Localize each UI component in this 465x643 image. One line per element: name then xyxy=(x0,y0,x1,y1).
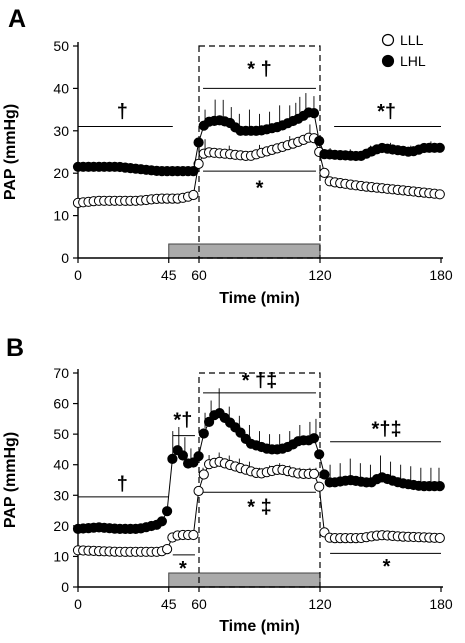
series-lll xyxy=(72,124,445,208)
y-tick-label: 30 xyxy=(53,123,69,139)
series-lhl xyxy=(72,388,445,535)
y-tick-label: 20 xyxy=(53,518,69,534)
y-axis-label: PAP (mmHg) xyxy=(2,432,19,528)
data-point xyxy=(193,485,204,497)
treatment-bar xyxy=(168,243,321,259)
annotation-symbol: * †‡ xyxy=(242,370,278,392)
y-tick-label: 0 xyxy=(61,250,69,266)
data-point xyxy=(314,135,325,147)
annotation-symbol: * † xyxy=(247,59,271,81)
annotation-symbol: * xyxy=(383,556,391,578)
panel-letter: B xyxy=(6,334,24,362)
data-point xyxy=(434,532,445,544)
legend-marker xyxy=(381,33,395,47)
x-tick-label: 0 xyxy=(74,596,82,612)
data-point xyxy=(193,158,204,169)
y-tick-label: 50 xyxy=(53,426,69,442)
series-lhl xyxy=(72,93,445,177)
x-tick-label: 120 xyxy=(308,267,332,283)
data-point xyxy=(177,450,188,461)
y-tick-label: 10 xyxy=(53,548,69,564)
y-tick-label: 60 xyxy=(53,396,69,412)
data-point xyxy=(308,433,320,444)
data-point xyxy=(434,142,445,153)
data-point xyxy=(188,189,199,201)
x-tick-label: 60 xyxy=(191,267,207,283)
panel-b: B 0 10 20 30 40 50 60 70 0 45 60 120 180 Time (min) PAP… xyxy=(2,334,453,635)
data-point xyxy=(204,416,215,427)
annotation-symbol: * ‡ xyxy=(247,497,271,519)
data-point xyxy=(198,428,209,439)
x-tick-label: 45 xyxy=(161,596,177,612)
x-tick-label: 120 xyxy=(308,596,332,612)
treatment-bar xyxy=(168,572,321,588)
x-tick-label: 45 xyxy=(161,267,177,283)
y-tick-label: 40 xyxy=(53,80,69,96)
annotation-symbol: † xyxy=(117,474,128,496)
x-axis-label: Time (min) xyxy=(219,290,300,307)
legend-marker xyxy=(381,54,395,68)
annotation-symbol: † xyxy=(117,101,128,123)
legend-label: LHL xyxy=(400,53,426,69)
x-tick-label: 180 xyxy=(429,596,453,612)
dashed-box xyxy=(198,372,321,588)
legend: LLL LHL xyxy=(381,32,426,69)
y-tick-label: 10 xyxy=(53,208,69,224)
data-point xyxy=(156,516,167,527)
data-point xyxy=(314,481,325,492)
x-tick-label: 180 xyxy=(429,267,453,283)
data-point xyxy=(193,137,204,148)
y-tick-label: 30 xyxy=(53,487,69,503)
data-point xyxy=(188,529,199,541)
legend-label: LLL xyxy=(400,32,424,48)
annotation-symbol: *†‡ xyxy=(372,419,402,441)
y-axis-label: PAP (mmHg) xyxy=(2,104,19,200)
annotation-symbol: * xyxy=(256,177,264,199)
x-axis-label: Time (min) xyxy=(219,618,300,635)
y-tick-label: 70 xyxy=(53,365,69,381)
y-tick-label: 0 xyxy=(61,579,69,595)
data-point xyxy=(188,166,199,177)
data-point xyxy=(434,481,445,492)
data-point xyxy=(198,469,209,480)
series-lll xyxy=(72,452,445,557)
data-point xyxy=(162,544,173,555)
data-point xyxy=(319,167,330,178)
annotation-symbol: *† xyxy=(173,410,192,432)
y-tick-label: 20 xyxy=(53,165,69,181)
x-tick-label: 60 xyxy=(191,596,207,612)
panel-letter: A xyxy=(8,5,26,33)
panel-a: A 0 10 20 30 40 50 0 45 60 120 180 Time (min) PAP (mm… xyxy=(2,5,453,307)
data-point xyxy=(434,189,445,200)
data-point xyxy=(319,469,330,480)
data-point xyxy=(162,506,173,517)
data-point xyxy=(308,108,320,119)
data-point xyxy=(314,449,325,460)
y-tick-label: 50 xyxy=(53,38,69,54)
annotation-symbol: * xyxy=(179,558,187,580)
data-point xyxy=(308,468,320,479)
data-point xyxy=(193,451,204,462)
y-tick-label: 40 xyxy=(53,457,69,473)
data-point xyxy=(167,453,178,464)
annotation-symbol: *† xyxy=(377,101,396,123)
x-tick-label: 0 xyxy=(74,267,82,283)
